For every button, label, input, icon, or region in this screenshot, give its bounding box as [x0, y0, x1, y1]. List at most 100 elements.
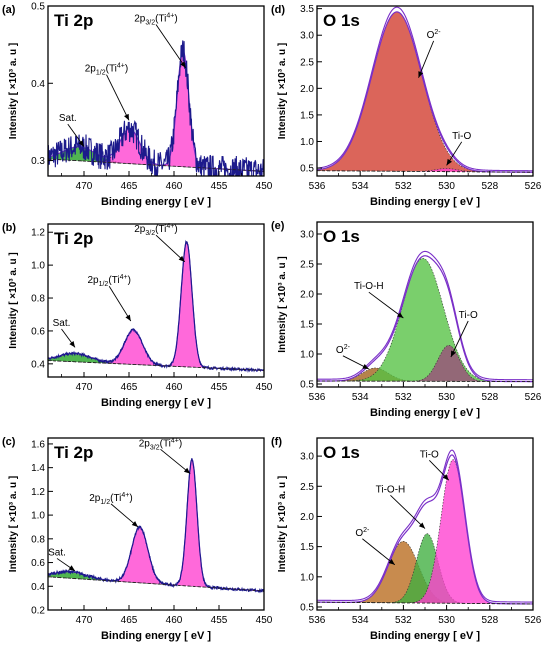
y-axis-label-c: Intensity [ ×10³ a. u ] — [8, 476, 19, 572]
annotation-arrowhead-d-0 — [418, 71, 424, 78]
x-tick-label-c: 460 — [166, 615, 183, 626]
annotation-arrow-c-2 — [160, 448, 191, 474]
x-tick-label-d: 526 — [525, 181, 542, 192]
x-tick-label-b: 450 — [256, 382, 273, 393]
x-tick-label-c: 470 — [76, 615, 93, 626]
background-line-c — [48, 576, 264, 592]
raw-data-f — [317, 449, 533, 603]
x-tick-label-d: 534 — [352, 181, 369, 192]
y-tick-label-c: 0.4 — [31, 582, 45, 593]
annotation-arrowhead-e-2 — [362, 363, 369, 369]
x-tick-label-e: 536 — [309, 392, 326, 403]
axes-frame-a — [47, 5, 265, 177]
y-tick-label-f: 2.5 — [300, 482, 314, 493]
y-axis-label-d: Intensity [ ×10³ a. u ] — [277, 43, 288, 139]
annotation-d-0: O2- — [427, 29, 442, 41]
annotation-b-0: Sat. — [53, 318, 71, 329]
x-tick-label-f: 532 — [395, 615, 412, 626]
x-axis-label-e: Binding energy [ eV ] — [370, 407, 480, 419]
annotation-arrow-a-1 — [106, 74, 130, 121]
annotation-arrow-f-1 — [390, 494, 426, 529]
background-line-f — [317, 601, 533, 605]
x-tick-label-a: 455 — [211, 181, 228, 192]
component-d-0 — [317, 11, 533, 173]
panel-label-b: (b) — [2, 222, 16, 234]
panel-label-e: (e) — [271, 220, 285, 232]
x-axis-label-a: Binding energy [ eV ] — [101, 196, 211, 208]
x-tick-label-b: 460 — [166, 382, 183, 393]
background-line-b — [48, 360, 264, 371]
annotation-arrow-b-1 — [108, 285, 132, 322]
component-c-2 — [48, 459, 264, 592]
panel-label-f: (f) — [271, 436, 282, 448]
x-axis-label-c: Binding energy [ eV ] — [101, 630, 211, 642]
annotation-arrow-f-2 — [362, 538, 396, 566]
x-tick-label-f: 536 — [309, 615, 326, 626]
annotation-a-1: 2p1/2(Ti4+) — [85, 63, 128, 77]
y-tick-label-c: 1.6 — [31, 439, 45, 450]
annotation-e-0: Ti-O-H — [354, 281, 384, 292]
component-c-0 — [48, 571, 264, 592]
y-tick-label-e: 2.5 — [300, 260, 314, 271]
y-tick-label-c: 1.2 — [31, 487, 45, 498]
panel-title-b: Ti 2p — [54, 229, 93, 248]
background-line-d — [317, 170, 533, 173]
x-tick-label-d: 536 — [309, 181, 326, 192]
annotation-arrowhead-c-0 — [68, 565, 75, 571]
component-c-1 — [48, 527, 264, 592]
annotation-a-2: 2p3/2(Ti4+) — [134, 12, 177, 26]
x-tick-label-a: 465 — [121, 181, 138, 192]
panel-label-d: (d) — [271, 4, 285, 16]
raw-data-e — [317, 250, 533, 381]
annotation-arrowhead-a-0 — [78, 140, 84, 147]
panel-title-f: O 1s — [323, 443, 360, 462]
axes-frame-b — [47, 223, 265, 378]
y-tick-label-e: 1.0 — [300, 350, 314, 361]
plot-area-b — [48, 239, 264, 373]
y-tick-label-e: 1.5 — [300, 320, 314, 331]
y-tick-label-a: 0.4 — [31, 79, 45, 90]
x-tick-label-f: 534 — [352, 615, 369, 626]
panel-title-d: O 1s — [323, 11, 360, 30]
y-tick-label-e: 2.0 — [300, 290, 314, 301]
annotation-f-2: O2- — [355, 527, 370, 539]
x-tick-label-d: 528 — [481, 181, 498, 192]
envelope-curve-c — [48, 458, 264, 592]
y-tick-label-b: 1.2 — [31, 228, 45, 239]
x-tick-label-c: 465 — [121, 615, 138, 626]
x-tick-label-e: 526 — [525, 392, 542, 403]
y-tick-label-c: 1.4 — [31, 463, 45, 474]
y-tick-label-c: 0.8 — [31, 534, 45, 545]
annotation-c-0: Sat. — [48, 547, 66, 558]
y-tick-label-d: 0.5 — [300, 164, 314, 175]
y-tick-label-d: 1.5 — [300, 110, 314, 121]
annotation-arrow-d-0 — [418, 40, 435, 78]
component-b-0 — [48, 353, 264, 371]
raw-data-b — [48, 239, 264, 373]
y-tick-label-b: 1.0 — [31, 261, 45, 272]
x-tick-label-f: 528 — [481, 615, 498, 626]
annotation-arrowhead-b-0 — [69, 341, 75, 348]
x-axis-label-b: Binding energy [ eV ] — [101, 397, 211, 409]
x-axis-label-f: Binding energy [ eV ] — [370, 630, 480, 642]
y-tick-label-f: 3.0 — [300, 452, 314, 463]
annotation-arrowhead-f-2 — [388, 558, 395, 565]
y-tick-label-a: 0.3 — [31, 156, 45, 167]
panel-label-a: (a) — [2, 4, 16, 16]
annotation-arrowhead-c-2 — [183, 467, 191, 474]
annotation-arrowhead-a-2 — [180, 61, 186, 68]
panel-title-c: Ti 2p — [54, 443, 93, 462]
annotation-arrowhead-f-1 — [418, 522, 425, 529]
y-tick-label-b: 0.4 — [31, 359, 45, 370]
x-tick-label-d: 532 — [395, 181, 412, 192]
y-tick-label-f: 1.0 — [300, 572, 314, 583]
annotation-arrowhead-d-1 — [446, 158, 453, 166]
x-tick-label-d: 530 — [438, 181, 455, 192]
y-tick-label-f: 2.0 — [300, 512, 314, 523]
raw-data-d — [317, 6, 533, 172]
annotation-f-0: Ti-O — [420, 449, 439, 460]
annotation-e-2: O2- — [336, 344, 351, 356]
x-tick-label-e: 530 — [438, 392, 455, 403]
plot-area-a — [48, 40, 264, 176]
background-line-e — [317, 380, 533, 383]
